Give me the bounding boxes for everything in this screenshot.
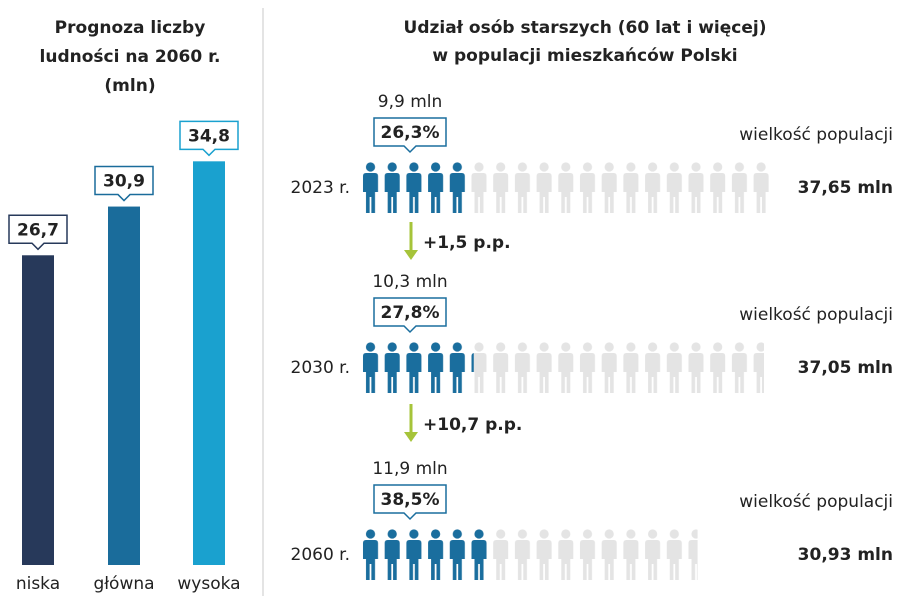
category-label: główna — [93, 574, 154, 594]
bar — [193, 161, 225, 565]
population-label: 37,05 mln — [798, 358, 893, 378]
population-caption: wielkość populacji — [739, 305, 893, 325]
label-box — [179, 120, 239, 157]
value-label: 34,8 — [188, 126, 230, 146]
elderly-icons — [362, 342, 474, 394]
category-label: wysoka — [177, 574, 240, 594]
year-label: 2060 r. — [291, 545, 351, 565]
share-label: 27,8% — [381, 303, 440, 323]
icon-row — [362, 529, 698, 581]
population-caption: wielkość populacji — [739, 125, 893, 145]
elderly-icons — [362, 162, 470, 214]
share-box — [373, 297, 447, 334]
label-box — [8, 214, 68, 251]
year-label: 2030 r. — [291, 358, 351, 378]
value-label: 30,9 — [103, 172, 145, 192]
elderly-label: 10,3 mln — [372, 272, 447, 292]
chart-title: Prognoza liczby — [55, 18, 206, 38]
chart-title: (mln) — [104, 76, 155, 96]
change-arrowhead — [404, 250, 418, 260]
category-label: niska — [16, 574, 60, 594]
value-label: 26,7 — [17, 220, 59, 240]
share-label: 26,3% — [381, 123, 440, 143]
label-box — [94, 165, 154, 202]
elderly-icons — [362, 529, 492, 581]
bar — [22, 255, 54, 565]
chart-title: w populacji mieszkańców Polski — [432, 46, 737, 66]
population-label: 30,93 mln — [798, 545, 893, 565]
chart-title: ludności na 2060 r. — [40, 47, 221, 67]
share-box — [373, 484, 447, 521]
chart-title: Udział osób starszych (60 lat i więcej) — [404, 18, 767, 38]
share-label: 38,5% — [381, 490, 440, 510]
change-arrowhead — [404, 432, 418, 442]
bar — [108, 206, 140, 565]
elderly-label: 11,9 mln — [372, 459, 447, 479]
icon-row — [362, 162, 771, 214]
icon-row — [362, 342, 764, 394]
year-label: 2023 r. — [291, 178, 351, 198]
population-caption: wielkość populacji — [739, 492, 893, 512]
population-label: 37,65 mln — [798, 178, 893, 198]
share-box — [373, 117, 447, 154]
elderly-label: 9,9 mln — [378, 92, 443, 112]
change-label: +1,5 p.p. — [423, 233, 511, 253]
change-label: +10,7 p.p. — [423, 415, 522, 435]
